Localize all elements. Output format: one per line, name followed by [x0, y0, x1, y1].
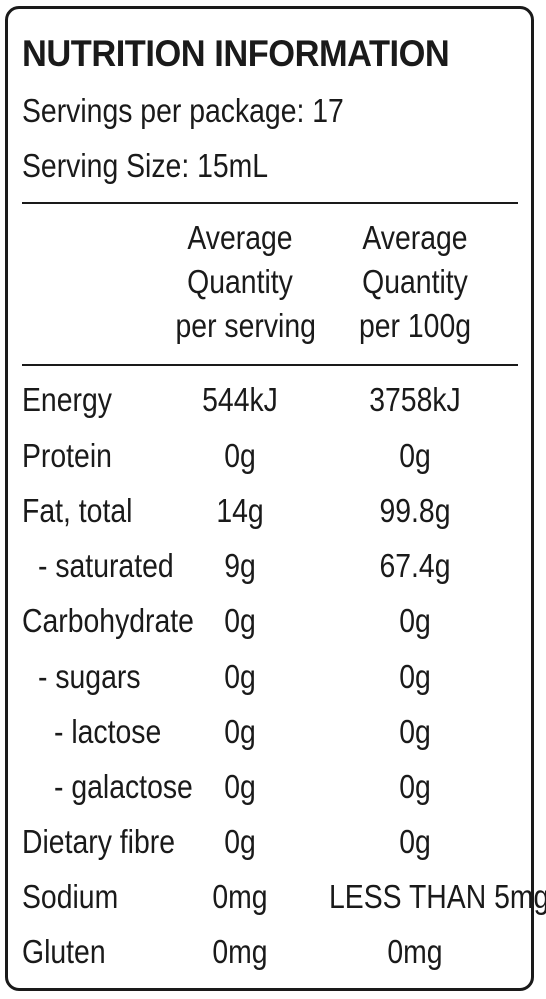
- row-label: Energy: [22, 381, 112, 418]
- row-per-100g: 0g: [399, 768, 431, 805]
- row-label: Protein: [22, 437, 112, 474]
- row-label: - galactose: [54, 768, 193, 805]
- row-per-100g: 67.4g: [379, 547, 451, 584]
- serving-size: Serving Size: 15mL: [22, 147, 269, 184]
- row-label: Carbohydrate: [22, 602, 194, 639]
- table-row: Protein 0g 0g: [0, 437, 546, 493]
- row-label: Sodium: [22, 878, 119, 915]
- table-row: - galactose 0g 0g: [0, 768, 546, 824]
- column-header-line: per serving: [175, 307, 316, 344]
- column-header-line: Quantity: [362, 263, 468, 300]
- table-row: Fat, total 14g 99.8g: [0, 492, 546, 548]
- column-header-line: Average: [362, 219, 468, 256]
- row-per-serving: 0mg: [212, 878, 268, 915]
- table-row: Gluten 0mg 0mg: [0, 933, 546, 989]
- table-row: - saturated 9g 67.4g: [0, 547, 546, 603]
- row-per-100g: 99.8g: [379, 492, 451, 529]
- nutrition-panel: [5, 6, 534, 991]
- row-per-100g: 0g: [399, 602, 431, 639]
- table-row: Energy 544kJ 3758kJ: [0, 381, 546, 437]
- row-per-serving: 0mg: [212, 933, 268, 970]
- row-per-serving: 0g: [224, 602, 256, 639]
- row-per-serving: 0g: [224, 713, 256, 750]
- row-label: Dietary fibre: [22, 823, 175, 860]
- column-header-line: per 100g: [358, 307, 472, 344]
- column-header-line: Average: [187, 219, 293, 256]
- row-label: Fat, total: [22, 492, 133, 529]
- header-divider-bottom: [22, 364, 518, 366]
- row-per-100g: 0g: [399, 713, 431, 750]
- row-per-100g: 0g: [399, 437, 431, 474]
- table-row: - lactose 0g 0g: [0, 713, 546, 769]
- table-row: Carbohydrate 0g 0g: [0, 602, 546, 658]
- servings-per-package: Servings per package: 17: [22, 92, 344, 129]
- row-label: - lactose: [54, 713, 162, 750]
- table-row: Sodium 0mg LESS THAN 5mg: [0, 878, 546, 934]
- table-row: - sugars 0g 0g: [0, 658, 546, 714]
- row-per-100g: 3758kJ: [369, 381, 461, 418]
- column-header-per-100g: Average Quantity per 100g: [329, 216, 501, 348]
- column-header-per-serving: Average Quantity per serving: [175, 216, 316, 348]
- header-divider-top: [22, 202, 518, 204]
- row-per-serving: 0g: [224, 768, 256, 805]
- row-per-serving: 0g: [224, 823, 256, 860]
- table-row: Dietary fibre 0g 0g: [0, 823, 546, 879]
- row-per-serving: 14g: [216, 492, 264, 529]
- row-per-100g: 0mg: [387, 933, 443, 970]
- row-per-serving: 544kJ: [202, 381, 278, 418]
- row-per-serving: 9g: [224, 547, 256, 584]
- row-label: - saturated: [38, 547, 174, 584]
- row-per-100g: 0g: [399, 658, 431, 695]
- row-per-serving: 0g: [224, 437, 256, 474]
- row-per-100g: 0g: [399, 823, 431, 860]
- panel-title: NUTRITION INFORMATION: [22, 33, 450, 74]
- column-header-line: Quantity: [187, 263, 293, 300]
- row-per-serving: 0g: [224, 658, 256, 695]
- row-label: Gluten: [22, 933, 106, 970]
- row-per-100g: LESS THAN 5mg: [329, 878, 546, 915]
- row-label: - sugars: [38, 658, 141, 695]
